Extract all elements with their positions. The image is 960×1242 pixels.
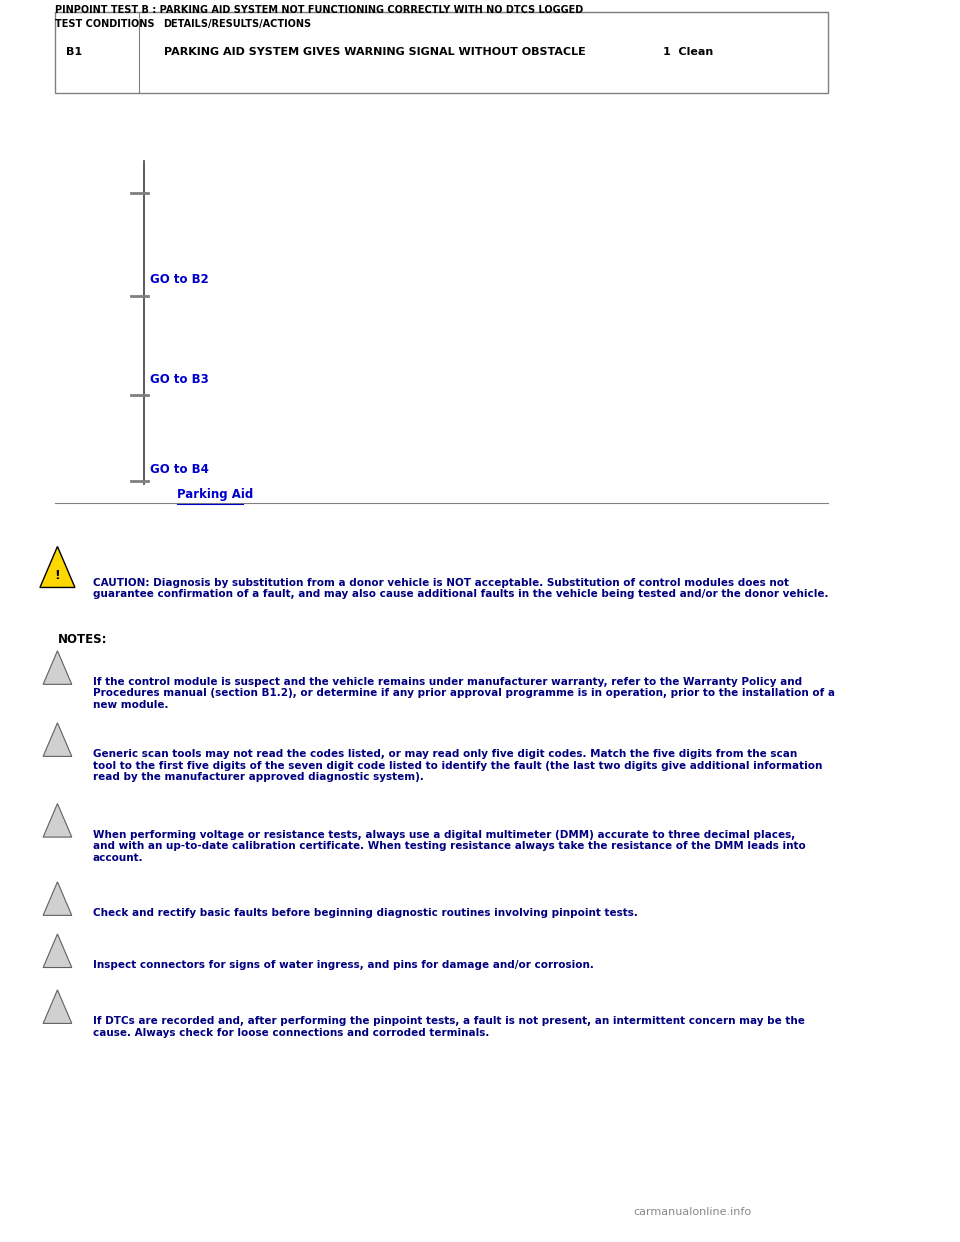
Polygon shape	[43, 651, 72, 684]
Text: 1  Clean: 1 Clean	[663, 47, 713, 57]
Text: GO to B4: GO to B4	[151, 463, 209, 476]
Text: Check and rectify basic faults before beginning diagnostic routines involving pi: Check and rectify basic faults before be…	[93, 908, 637, 918]
Text: PINPOINT TEST B : PARKING AID SYSTEM NOT FUNCTIONING CORRECTLY WITH NO DTCS LOGG: PINPOINT TEST B : PARKING AID SYSTEM NOT…	[55, 5, 583, 15]
Text: Inspect connectors for signs of water ingress, and pins for damage and/or corros: Inspect connectors for signs of water in…	[93, 960, 593, 970]
Text: NOTES:: NOTES:	[58, 633, 107, 646]
Polygon shape	[43, 804, 72, 837]
Text: !: !	[55, 569, 60, 581]
Text: PARKING AID SYSTEM GIVES WARNING SIGNAL WITHOUT OBSTACLE: PARKING AID SYSTEM GIVES WARNING SIGNAL …	[163, 47, 586, 57]
Text: When performing voltage or resistance tests, always use a digital multimeter (DM: When performing voltage or resistance te…	[93, 830, 805, 863]
Text: DETAILS/RESULTS/ACTIONS: DETAILS/RESULTS/ACTIONS	[163, 19, 312, 29]
Text: TEST CONDITIONS: TEST CONDITIONS	[55, 19, 155, 29]
Polygon shape	[43, 723, 72, 756]
Polygon shape	[43, 882, 72, 915]
Text: carmanualonline.info: carmanualonline.info	[634, 1207, 752, 1217]
Polygon shape	[40, 546, 75, 587]
Text: If DTCs are recorded and, after performing the pinpoint tests, a fault is not pr: If DTCs are recorded and, after performi…	[93, 1016, 804, 1037]
Text: Parking Aid: Parking Aid	[177, 488, 253, 501]
Text: GO to B2: GO to B2	[151, 273, 209, 286]
Text: Generic scan tools may not read the codes listed, or may read only five digit co: Generic scan tools may not read the code…	[93, 749, 822, 782]
Text: CAUTION: Diagnosis by substitution from a donor vehicle is NOT acceptable. Subst: CAUTION: Diagnosis by substitution from …	[93, 578, 828, 599]
Polygon shape	[43, 990, 72, 1023]
Text: B1: B1	[66, 47, 83, 57]
Text: GO to B3: GO to B3	[151, 373, 209, 385]
Text: If the control module is suspect and the vehicle remains under manufacturer warr: If the control module is suspect and the…	[93, 677, 835, 710]
Polygon shape	[43, 934, 72, 968]
Bar	[55, 12, 828, 93]
